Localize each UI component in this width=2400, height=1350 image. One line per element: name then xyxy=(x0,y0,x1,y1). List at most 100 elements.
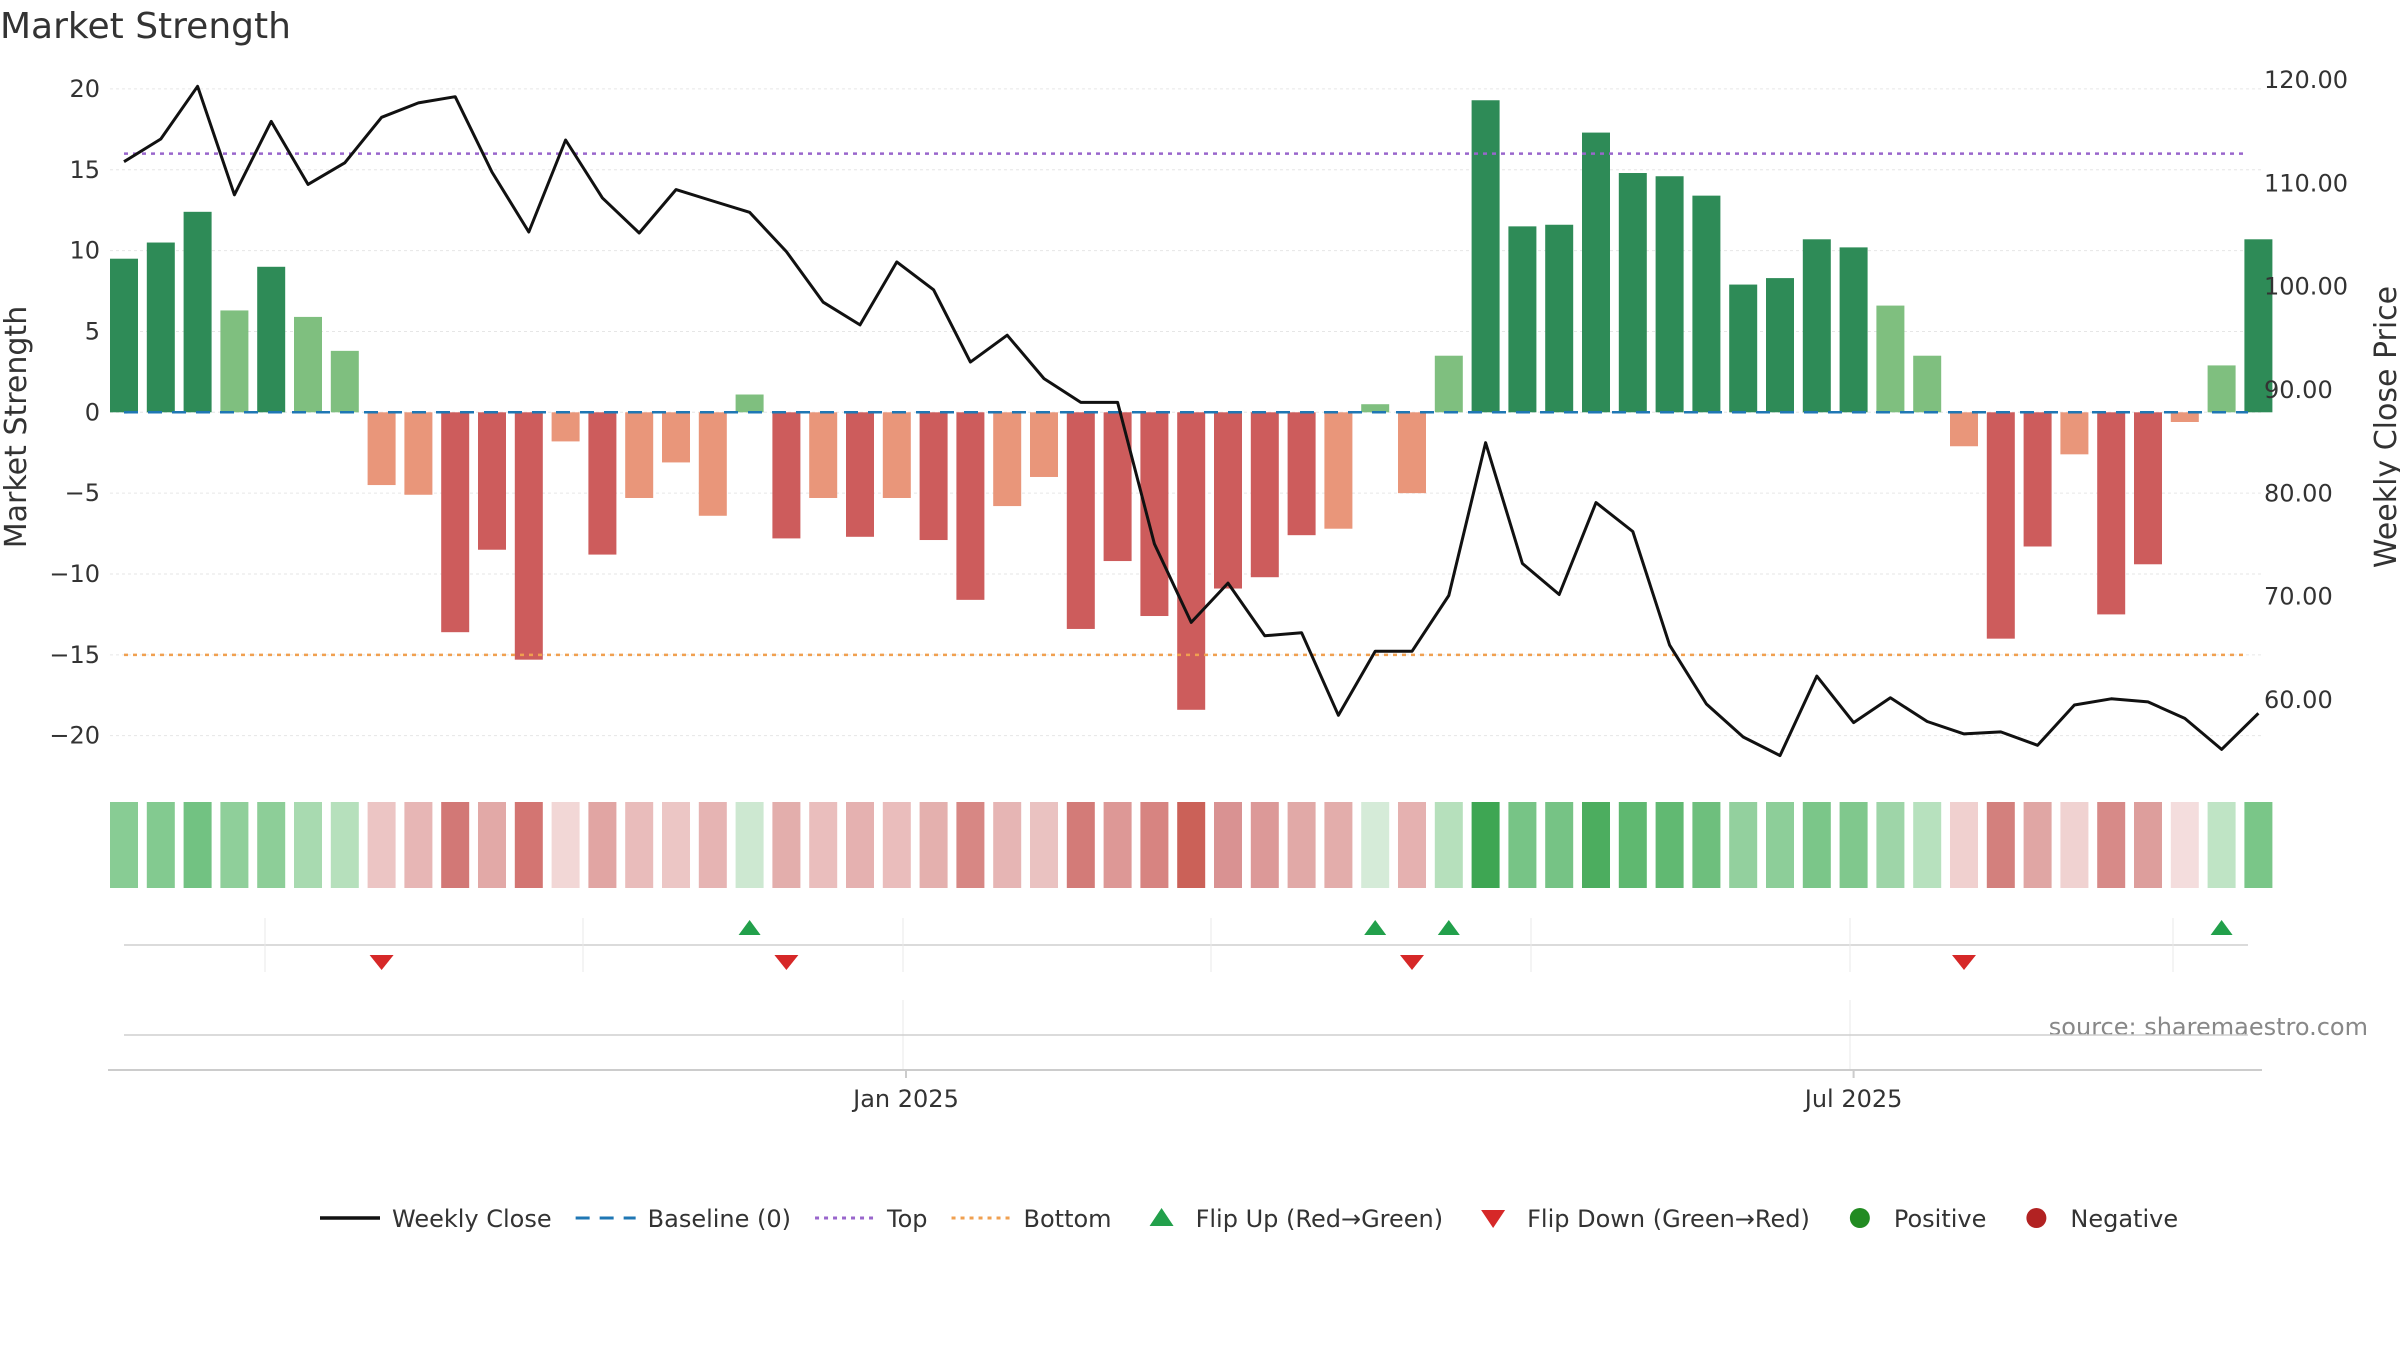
heat-cell xyxy=(1361,802,1390,888)
y-left-tick-label: −15 xyxy=(49,641,100,669)
heat-cell xyxy=(1618,802,1647,888)
heat-cell xyxy=(478,802,506,888)
legend-label: Negative xyxy=(2070,1205,2178,1233)
heat-cell xyxy=(2060,802,2089,888)
flip-up-marker xyxy=(738,920,761,935)
heat-cell xyxy=(1802,802,1831,888)
heat-cell xyxy=(625,802,654,888)
strength-bar xyxy=(330,350,359,413)
strength-bar xyxy=(772,412,801,539)
strength-bar xyxy=(2134,412,2162,565)
chart-title: Market Strength xyxy=(0,6,291,47)
y-left-tick-label: −5 xyxy=(65,479,100,507)
strength-bar xyxy=(1287,412,1316,536)
y-left-tick-label: −20 xyxy=(49,722,100,750)
y-left-tick-label: −10 xyxy=(49,560,100,588)
y-axis-right-ticks: 120.00 110.00 100.00 90.00 80.00 70.00 60.00 xyxy=(2264,66,2348,714)
heat-cell xyxy=(809,802,838,888)
legend-item: Baseline (0) xyxy=(575,1205,791,1233)
heat-cell xyxy=(514,802,543,888)
heat-cell xyxy=(330,802,359,888)
heat-cell xyxy=(1398,802,1426,888)
strength-bar xyxy=(2207,365,2236,413)
heat-cell xyxy=(735,802,764,888)
heat-cell xyxy=(257,802,286,888)
heat-cell xyxy=(1471,802,1500,888)
strength-bar xyxy=(2060,412,2089,455)
strength-bar xyxy=(1802,239,1831,413)
y-right-tick-label: 120.00 xyxy=(2264,66,2348,94)
heat-cell xyxy=(220,802,249,888)
strength-bar xyxy=(257,266,286,413)
strength-bar xyxy=(1066,412,1095,629)
heat-cell xyxy=(1066,802,1095,888)
heat-cell xyxy=(404,802,433,888)
weekly-close-path xyxy=(123,84,2260,758)
y-right-tick-label: 60.00 xyxy=(2264,686,2333,714)
strength-bar xyxy=(1361,404,1390,413)
heat-cell xyxy=(846,802,874,888)
heat-cell xyxy=(1103,802,1132,888)
flip-down-marker xyxy=(774,955,799,970)
strength-bar xyxy=(514,412,543,660)
y-right-tick-label: 80.00 xyxy=(2264,479,2333,507)
flip-up-marker xyxy=(2210,920,2233,935)
heat-cell xyxy=(2170,802,2199,888)
heat-cell xyxy=(1766,802,1794,888)
legend-item: Top xyxy=(815,1205,928,1233)
flip-down-marker xyxy=(369,955,394,970)
heat-cell xyxy=(183,802,212,888)
heat-cell xyxy=(1839,802,1868,888)
flip-down-marker xyxy=(1400,955,1424,970)
heat-cell xyxy=(1692,802,1721,888)
strength-bar xyxy=(698,412,727,516)
strength-bar xyxy=(110,258,138,413)
strength-bar xyxy=(478,412,506,550)
strength-bar xyxy=(1839,247,1868,413)
legend-item: Negative xyxy=(2026,1205,2178,1233)
heat-cell xyxy=(1324,802,1353,888)
heat-cell xyxy=(1876,802,1905,888)
y-right-tick-label: 100.00 xyxy=(2264,273,2348,301)
strength-bar xyxy=(1214,412,1242,589)
legend-item: Weekly Close xyxy=(320,1205,552,1233)
strength-bar xyxy=(1582,132,1610,413)
legend-label: Flip Down (Green→Red) xyxy=(1527,1205,1810,1233)
y-left-tick-label: 10 xyxy=(69,237,100,265)
legend-item: Bottom xyxy=(951,1205,1112,1233)
heat-cell xyxy=(110,802,138,888)
strength-bar xyxy=(2244,239,2273,413)
heat-cell xyxy=(1434,802,1463,888)
flip-up-marker xyxy=(1437,920,1460,935)
legend-swatch xyxy=(2026,1208,2047,1228)
strength-bar xyxy=(625,412,654,498)
strength-bar xyxy=(404,412,433,495)
strength-bar xyxy=(1398,412,1426,494)
heat-cell xyxy=(1950,802,1978,888)
legend: Weekly Close Baseline (0) Top Bottom Flip Up… xyxy=(320,1205,2178,1233)
heat-cell xyxy=(367,802,396,888)
heat-cell xyxy=(1214,802,1242,888)
heat-cell xyxy=(882,802,911,888)
flip-markers xyxy=(124,918,2248,972)
heat-cell xyxy=(1250,802,1279,888)
heat-cell xyxy=(1508,802,1537,888)
strength-bar xyxy=(294,316,322,413)
heat-cell xyxy=(772,802,801,888)
strength-bar xyxy=(662,412,690,463)
strength-bar xyxy=(735,394,764,413)
strength-bar xyxy=(1766,278,1794,413)
strength-bar xyxy=(882,412,911,498)
strength-bar xyxy=(1508,226,1537,413)
strength-bar xyxy=(1876,305,1905,413)
strength-bar xyxy=(1618,173,1647,413)
strength-bar xyxy=(183,211,212,413)
strength-bar xyxy=(2097,412,2126,615)
legend-label: Positive xyxy=(1894,1205,1987,1233)
y-axis-left-ticks: 20 15 10 5 0 −5 −10 −15 −20 xyxy=(49,75,100,750)
strength-bar xyxy=(919,412,948,541)
heat-cell xyxy=(294,802,322,888)
source-text: source: sharemaestro.com xyxy=(2049,1013,2368,1041)
